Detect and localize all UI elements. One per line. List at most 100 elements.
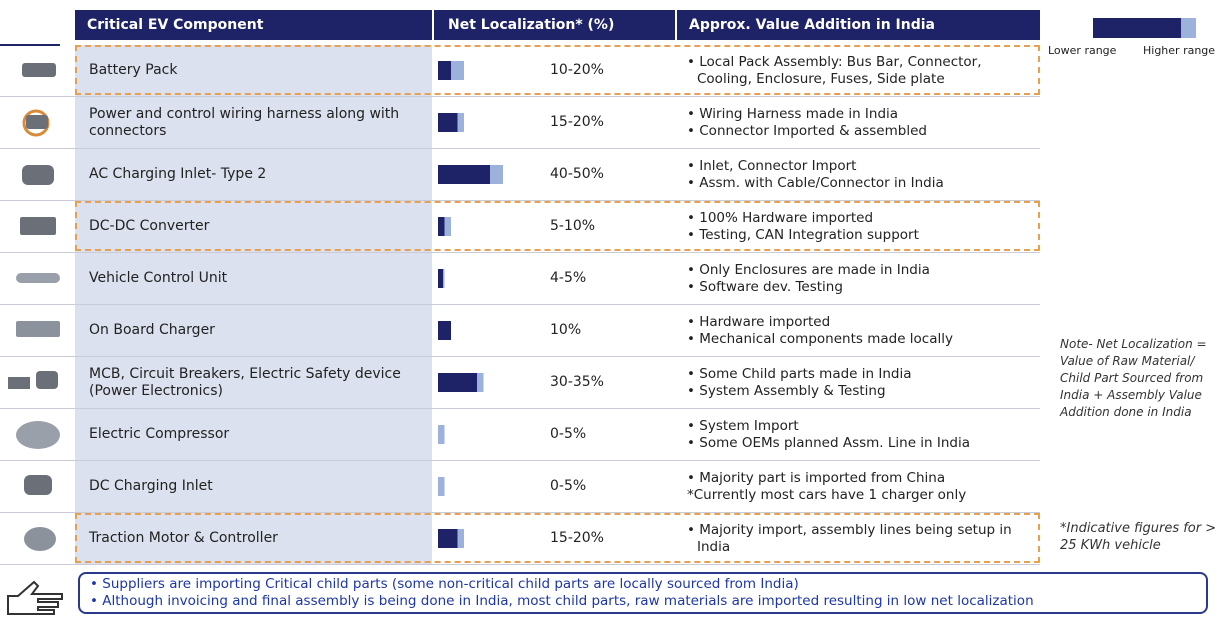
localization-bar	[438, 409, 548, 460]
value-addition-item: • 100% Hardware imported	[687, 210, 1037, 227]
lower-range-bar	[438, 165, 490, 184]
table-row: On Board Charger 10% • Hardware imported• …	[0, 305, 1040, 357]
header-localization: Net Localization* (%)	[434, 10, 675, 40]
indicative-note: *Indicative figures for > 25 KWh vehicle	[1060, 520, 1220, 554]
higher-range-bar	[458, 529, 465, 548]
component-name: Electric Compressor	[75, 409, 432, 460]
value-addition: • Some Child parts made in India• System…	[687, 357, 1037, 408]
higher-range-bar	[438, 477, 445, 496]
localization-bar	[438, 513, 548, 564]
value-addition-item: • Majority part is imported from China	[687, 470, 1037, 487]
value-addition-item: • Mechanical components made locally	[687, 331, 1037, 348]
higher-range-bar	[451, 61, 464, 80]
localization-label: 0-5%	[550, 409, 650, 460]
localization-label: 30-35%	[550, 357, 650, 408]
localization-label: 15-20%	[550, 513, 650, 564]
value-addition-item: • Only Enclosures are made in India	[687, 262, 1037, 279]
value-addition-item: • Wiring Harness made in India	[687, 106, 1037, 123]
table-row: Traction Motor & Controller 15-20% • Major…	[0, 513, 1040, 565]
table-row: DC Charging Inlet 0-5% • Majority part is …	[0, 461, 1040, 513]
component-name: AC Charging Inlet- Type 2	[75, 149, 432, 200]
localization-bar	[438, 201, 548, 252]
table-row: Power and control wiring harness along w…	[0, 97, 1040, 149]
value-addition-item: *Currently most cars have 1 charger only	[687, 487, 1037, 504]
legend-higher	[1181, 18, 1196, 38]
header-component: Critical EV Component	[75, 10, 432, 40]
value-addition: • Wiring Harness made in India• Connecto…	[687, 97, 1037, 148]
higher-range-bar	[458, 113, 465, 132]
higher-range-bar	[490, 165, 503, 184]
value-addition-item: • Assm. with Cable/Connector in India	[687, 175, 1037, 192]
component-name: On Board Charger	[75, 305, 432, 356]
lower-range-bar	[438, 113, 458, 132]
localization-bar	[438, 461, 548, 512]
higher-range-bar	[445, 217, 452, 236]
value-addition-item: • Majority import, assembly lines being …	[687, 522, 1037, 556]
value-addition-item: • Some OEMs planned Assm. Line in India	[687, 435, 1037, 452]
component-name: Traction Motor & Controller	[75, 513, 432, 564]
lower-range-bar	[438, 269, 443, 288]
legend-lower	[1093, 18, 1181, 38]
lower-range-bar	[438, 529, 458, 548]
value-addition-item: • Software dev. Testing	[687, 279, 1037, 296]
value-addition-item: • Connector Imported & assembled	[687, 123, 1037, 140]
localization-bar	[438, 97, 548, 148]
component-name: MCB, Circuit Breakers, Electric Safety d…	[75, 357, 432, 408]
table-row: Battery Pack 10-20% • Local Pack Assembly:…	[0, 45, 1040, 97]
value-addition-item: • Testing, CAN Integration support	[687, 227, 1037, 244]
lower-range-bar	[438, 217, 445, 236]
localization-bar	[438, 253, 548, 304]
legend-lower-label: Lower range	[1048, 44, 1116, 57]
localization-label: 5-10%	[550, 201, 650, 252]
component-name: Power and control wiring harness along w…	[75, 97, 432, 148]
legend-higher-label: Higher range	[1143, 44, 1215, 57]
value-addition-item: • Local Pack Assembly: Bus Bar, Connecto…	[687, 54, 1037, 88]
icons	[0, 45, 75, 565]
value-addition: • Local Pack Assembly: Bus Bar, Connecto…	[687, 45, 1037, 96]
value-addition: • Majority import, assembly lines being …	[687, 513, 1037, 564]
footer-box: • Suppliers are importing Critical child…	[78, 572, 1208, 614]
value-addition-item: • Inlet, Connector Import	[687, 158, 1037, 175]
value-addition-item: • System Assembly & Testing	[687, 383, 1037, 400]
localization-label: 10-20%	[550, 45, 650, 96]
icon	[8, 63, 60, 551]
component-name: DC Charging Inlet	[75, 461, 432, 512]
localization-bar	[438, 45, 548, 96]
component-name: DC-DC Converter	[75, 201, 432, 252]
localization-label: 10%	[550, 305, 650, 356]
value-addition-item: • Hardware imported	[687, 314, 1037, 331]
note: Note- Net Localization = Value of Raw Ma…	[1060, 336, 1210, 421]
value-addition: • Majority part is imported from China*C…	[687, 461, 1037, 512]
table-row: AC Charging Inlet- Type 2 40-50% • Inlet, …	[0, 149, 1040, 201]
value-addition: • Hardware imported• Mechanical componen…	[687, 305, 1037, 356]
localization-bar	[438, 357, 548, 408]
higher-range-bar	[438, 425, 445, 444]
pointing-hand-icon	[4, 578, 74, 618]
table-row: Electric Compressor 0-5% • System Import• …	[0, 409, 1040, 461]
higher-range-bar	[477, 373, 484, 392]
lower-range-bar	[438, 373, 477, 392]
value-addition: • Only Enclosures are made in India• Sof…	[687, 253, 1037, 304]
table-row: MCB, Circuit Breakers, Electric Safety d…	[0, 357, 1040, 409]
value-addition-item: • Some Child parts made in India	[687, 366, 1037, 383]
localization-label: 40-50%	[550, 149, 650, 200]
value-addition-item: • System Import	[687, 418, 1037, 435]
header-value-addition: Approx. Value Addition in India	[677, 10, 1040, 40]
component-name: Battery Pack	[75, 45, 432, 96]
higher-range-bar	[443, 269, 444, 288]
value-addition: • 100% Hardware imported• Testing, CAN I…	[687, 201, 1037, 252]
lower-range-bar	[438, 321, 451, 340]
localization-bar	[438, 149, 548, 200]
footer-line: • Suppliers are importing Critical child…	[90, 576, 1196, 593]
lower-range-bar	[438, 61, 451, 80]
page: {"header": {"component": "Critical EV Co…	[0, 0, 1227, 621]
table-row: DC-DC Converter 5-10% • 100% Hardware impo…	[0, 201, 1040, 253]
localization-bar	[438, 305, 548, 356]
table-row: Vehicle Control Unit 4-5% • Only Enclosure…	[0, 253, 1040, 305]
localization-label: 15-20%	[550, 97, 650, 148]
localization-label: 4-5%	[550, 253, 650, 304]
footer-line: • Although invoicing and final assembly …	[90, 593, 1196, 610]
component-name: Vehicle Control Unit	[75, 253, 432, 304]
value-addition: • Inlet, Connector Import• Assm. with Ca…	[687, 149, 1037, 200]
localization-label: 0-5%	[550, 461, 650, 512]
